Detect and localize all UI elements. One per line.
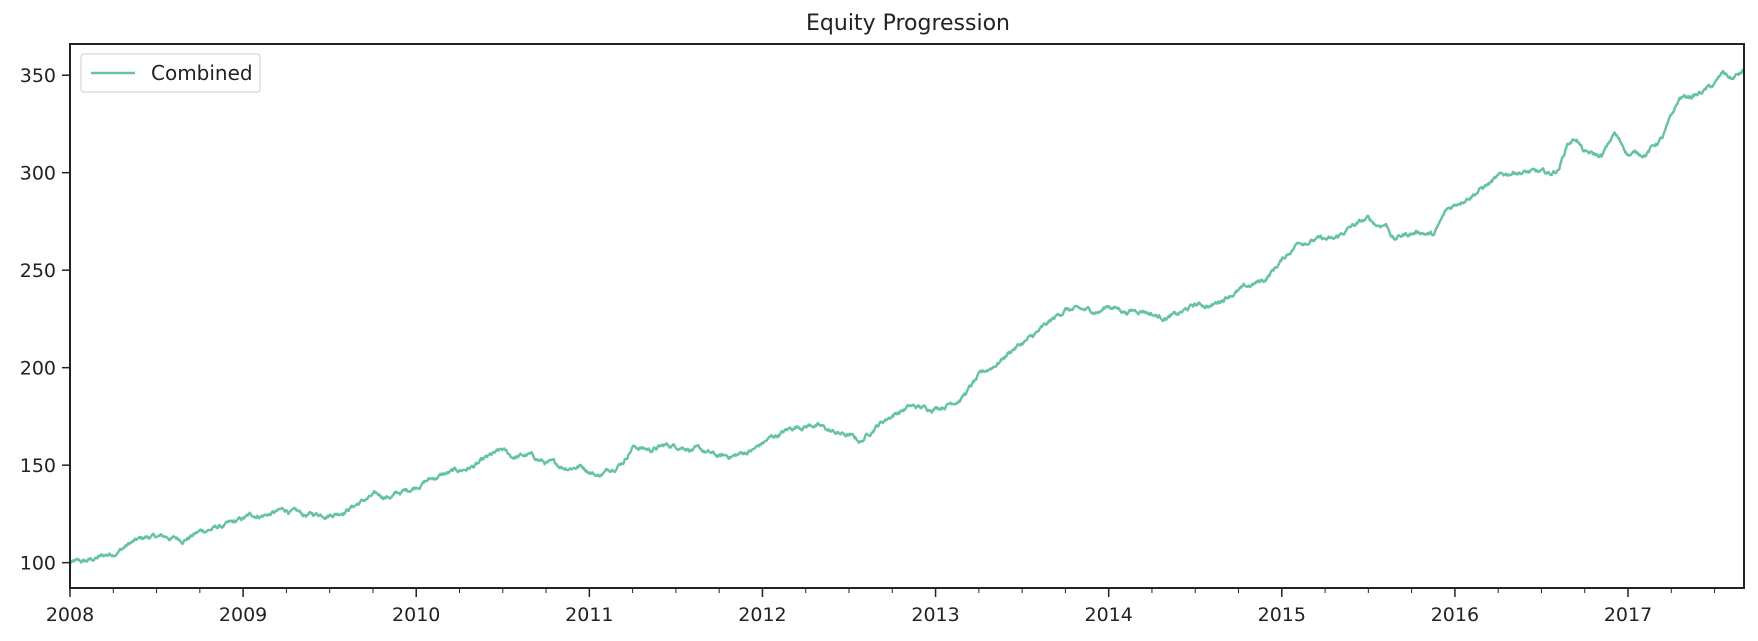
x-tick-label: 2017 — [1604, 604, 1652, 626]
x-tick-label: 2014 — [1084, 604, 1132, 626]
plot-frame — [69, 43, 1745, 589]
y-tick-label: 200 — [20, 358, 56, 380]
x-tick-label: 2010 — [392, 604, 440, 626]
x-axis: 2008 2009 2010 2011 2012 2013 2014 2015 2016 2017 — [46, 588, 1716, 626]
y-tick-label: 150 — [20, 455, 56, 477]
x-tick-label: 2011 — [565, 604, 613, 626]
x-tick-label: 2012 — [738, 604, 786, 626]
y-axis: 100 150 200 250 300 350 — [20, 65, 70, 575]
chart-title: Equity Progression — [806, 11, 1010, 36]
series-line-combined — [69, 68, 1746, 564]
legend-box — [80, 53, 261, 93]
legend-label-combined: Combined — [151, 61, 253, 85]
x-tick-label: 2009 — [219, 604, 267, 626]
y-tick-label: 250 — [20, 260, 56, 282]
series-layer — [69, 68, 1746, 564]
y-tick-label: 350 — [20, 65, 56, 87]
legend: Combined — [80, 53, 261, 93]
x-tick-label: 2015 — [1258, 604, 1306, 626]
x-tick-label: 2008 — [46, 604, 94, 626]
x-tick-label: 2013 — [911, 604, 959, 626]
y-tick-label: 300 — [20, 163, 56, 185]
x-tick-label: 2016 — [1431, 604, 1479, 626]
y-tick-label: 100 — [20, 553, 56, 575]
